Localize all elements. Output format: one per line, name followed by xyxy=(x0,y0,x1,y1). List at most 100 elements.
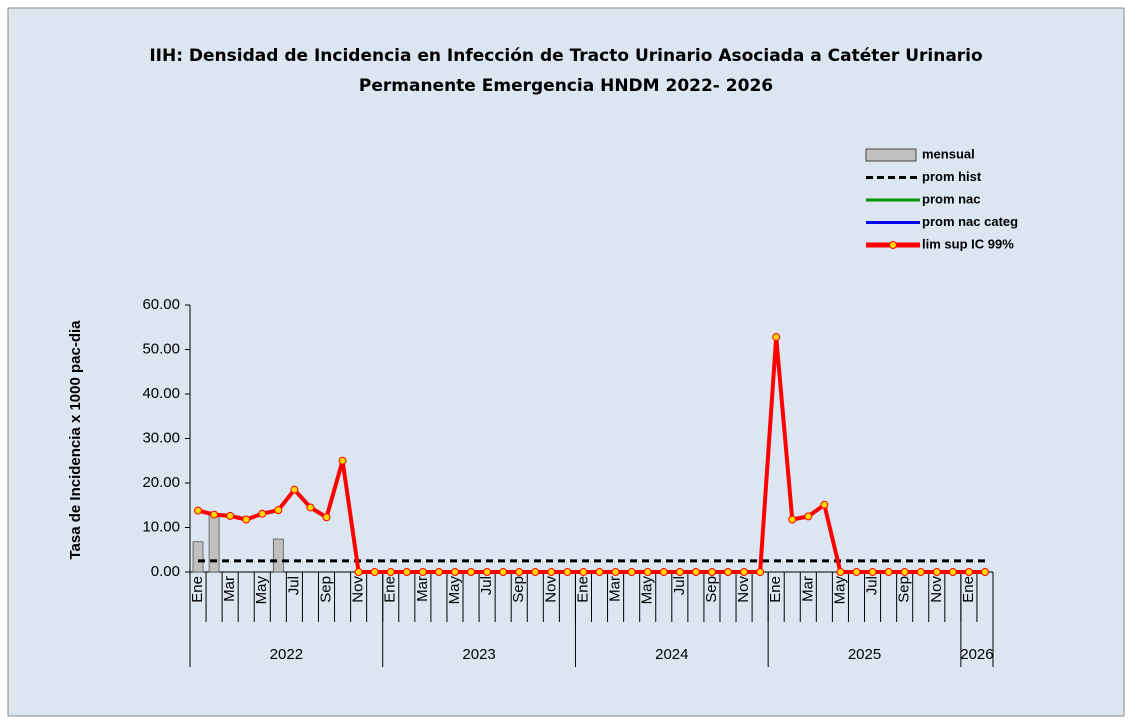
y-tick-label: 40.00 xyxy=(142,385,180,402)
legend-label: prom nac categ xyxy=(922,214,1018,229)
x-tick-label: Mar xyxy=(799,576,816,602)
x-tick-label: May xyxy=(253,576,270,605)
marker xyxy=(322,513,331,522)
y-tick-label: 0.00 xyxy=(151,563,180,580)
x-tick-label: Ene xyxy=(574,576,591,603)
legend-label: lim sup IC 99% xyxy=(922,236,1014,251)
legend-label: mensual xyxy=(922,146,975,161)
marker xyxy=(434,568,443,576)
x-tick-label: Sep xyxy=(703,576,720,603)
marker xyxy=(258,509,267,518)
year-label: 2024 xyxy=(655,646,688,663)
x-tick-label: Jul xyxy=(671,576,688,595)
legend-label: prom hist xyxy=(922,169,982,184)
marker xyxy=(418,568,427,576)
bar xyxy=(192,541,204,573)
bar xyxy=(208,514,220,573)
marker xyxy=(740,568,749,576)
marker xyxy=(242,515,251,524)
year-label: 2023 xyxy=(462,646,495,663)
chart-title: IIH: Densidad de Incidencia en Infección… xyxy=(149,46,982,66)
x-tick-label: Nov xyxy=(928,576,945,603)
x-tick-label: Sep xyxy=(317,576,334,603)
marker xyxy=(932,568,941,576)
chart-background xyxy=(7,7,1125,717)
legend-label: prom nac xyxy=(922,191,981,206)
marker xyxy=(386,568,395,576)
y-tick-label: 30.00 xyxy=(142,429,180,446)
marker xyxy=(627,568,636,576)
marker xyxy=(900,568,909,576)
marker xyxy=(595,568,604,576)
marker xyxy=(836,568,845,576)
marker xyxy=(467,568,476,576)
bar xyxy=(272,538,284,573)
y-tick-label: 60.00 xyxy=(142,296,180,313)
marker xyxy=(290,485,299,494)
marker xyxy=(226,511,235,520)
x-tick-label: Jul xyxy=(478,576,495,595)
marker xyxy=(964,568,973,576)
marker xyxy=(579,568,588,576)
marker xyxy=(210,510,219,519)
x-tick-label: Ene xyxy=(767,576,784,603)
x-tick-label: Mar xyxy=(607,576,624,602)
marker xyxy=(450,568,459,576)
marker xyxy=(772,333,781,342)
marker xyxy=(820,500,829,509)
x-tick-label: Sep xyxy=(510,576,527,603)
y-axis-label: Tasa de Incidencia x 1000 pac-dia xyxy=(67,320,84,560)
x-tick-label: Ene xyxy=(960,576,977,603)
marker xyxy=(675,568,684,576)
marker xyxy=(370,568,379,576)
x-tick-label: May xyxy=(446,576,463,605)
legend-swatch xyxy=(865,148,917,162)
marker xyxy=(643,568,652,576)
marker xyxy=(756,568,765,576)
marker xyxy=(194,506,203,515)
x-tick-label: Ene xyxy=(189,576,206,603)
x-tick-label: May xyxy=(831,576,848,605)
x-tick-label: Sep xyxy=(896,576,913,603)
marker xyxy=(788,515,797,524)
x-tick-label: Mar xyxy=(221,576,238,602)
marker xyxy=(804,512,813,521)
marker xyxy=(402,568,411,576)
marker xyxy=(980,568,989,576)
x-tick-label: Nov xyxy=(542,576,559,603)
y-tick-label: 10.00 xyxy=(142,518,180,535)
marker xyxy=(707,568,716,576)
x-tick-label: Mar xyxy=(414,576,431,602)
year-label: 2025 xyxy=(848,646,881,663)
year-label: 2022 xyxy=(270,646,303,663)
marker xyxy=(531,568,540,576)
marker xyxy=(354,568,363,576)
marker xyxy=(884,568,893,576)
x-tick-label: Nov xyxy=(735,576,752,603)
chart-title: Permanente Emergencia HNDM 2022- 2026 xyxy=(359,76,773,96)
marker xyxy=(338,456,347,465)
marker xyxy=(563,568,572,576)
x-tick-label: Nov xyxy=(350,576,367,603)
marker xyxy=(659,568,668,576)
marker xyxy=(868,568,877,576)
marker xyxy=(691,568,700,576)
marker xyxy=(852,568,861,576)
x-tick-label: May xyxy=(639,576,656,605)
marker xyxy=(306,503,315,512)
marker xyxy=(611,568,620,576)
marker xyxy=(547,568,556,576)
marker xyxy=(274,506,283,515)
year-label: 2026 xyxy=(960,646,993,663)
marker xyxy=(948,568,957,576)
legend-marker xyxy=(889,241,897,249)
marker xyxy=(499,568,508,576)
y-tick-label: 20.00 xyxy=(142,474,180,491)
y-tick-label: 50.00 xyxy=(142,340,180,357)
marker xyxy=(724,568,733,576)
marker xyxy=(515,568,524,576)
x-tick-label: Jul xyxy=(285,576,302,595)
x-tick-label: Jul xyxy=(864,576,881,595)
marker xyxy=(916,568,925,576)
